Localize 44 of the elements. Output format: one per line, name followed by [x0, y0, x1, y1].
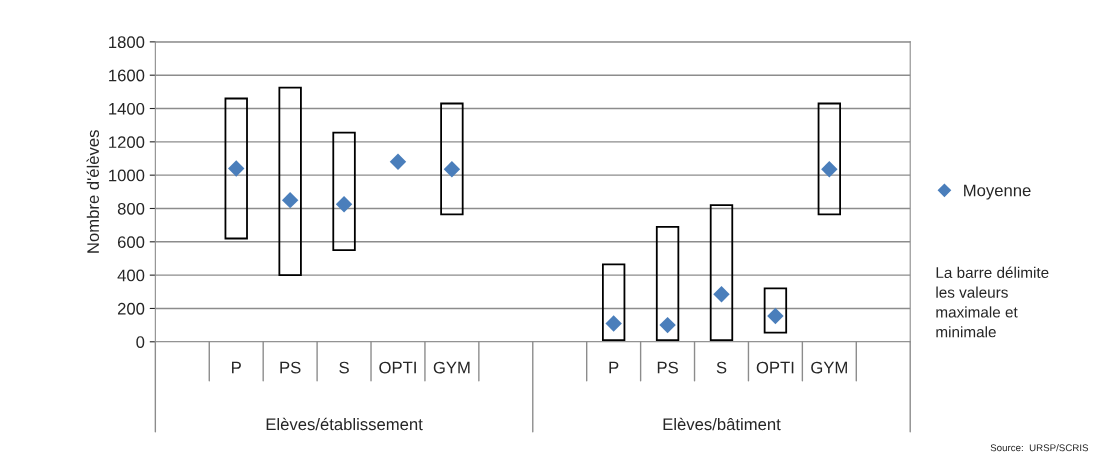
y-tick-label: 1600 — [109, 69, 145, 82]
point — [389, 153, 407, 171]
x-tick-label: GYM — [811, 361, 847, 374]
bar — [332, 131, 356, 252]
x-tick-label: OPTI — [756, 361, 794, 374]
bar — [278, 86, 302, 277]
y-axis-title: Nombre d'élèves — [86, 130, 100, 253]
y-tick-label: 1200 — [109, 136, 145, 149]
source-note: Source: URSP/SCRIS — [990, 444, 1089, 452]
text: Elèves/établissement — [266, 417, 423, 431]
text: Elèves/bâtiment — [663, 417, 781, 431]
y-tick-label: 800 — [117, 202, 145, 215]
y-tick-label: 0 — [136, 336, 145, 348]
point — [659, 316, 676, 334]
point — [443, 161, 461, 178]
y-tick-label: 400 — [117, 269, 145, 282]
point — [281, 191, 299, 209]
y-tick-label: 1800 — [109, 36, 145, 49]
point — [713, 286, 730, 303]
y-tick-label: 1000 — [109, 169, 145, 182]
x-tick-label: S — [716, 361, 727, 374]
point — [335, 196, 353, 213]
legend-label: Moyenne — [964, 184, 1031, 200]
bar — [817, 102, 842, 216]
bar — [655, 225, 680, 342]
point — [605, 315, 622, 332]
x-tick-label: GYM — [433, 361, 470, 374]
bar — [601, 263, 626, 342]
x-tick-label: OPTI — [379, 361, 416, 374]
bar — [709, 204, 734, 342]
bar — [224, 97, 248, 240]
bar — [763, 287, 788, 334]
bar — [440, 102, 464, 216]
y-tick-label: 200 — [117, 302, 145, 315]
y-tick-label: 600 — [117, 236, 145, 249]
text: La barre délimite les valeurs maximale et minimale — [936, 266, 1049, 338]
x-tick-label: PS — [657, 361, 678, 374]
y-tick-label: 1400 — [109, 102, 145, 115]
point — [228, 160, 245, 177]
point — [821, 161, 838, 178]
x-tick-label: P — [609, 361, 619, 374]
x-tick-label: S — [339, 361, 349, 374]
x-tick-label: P — [232, 361, 241, 374]
x-tick-label: PS — [280, 361, 301, 374]
